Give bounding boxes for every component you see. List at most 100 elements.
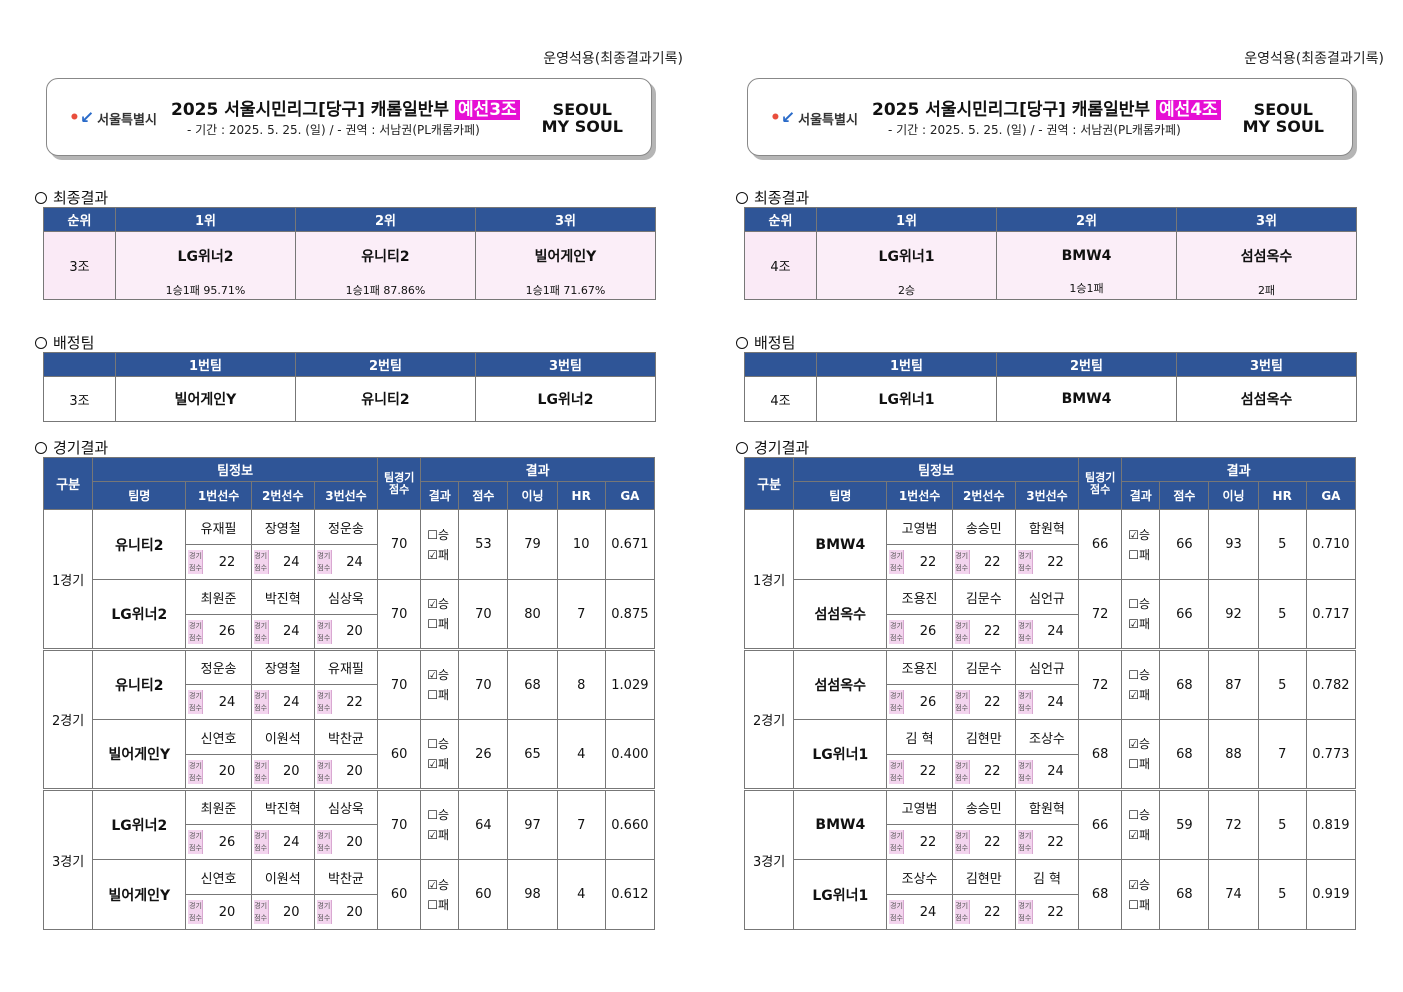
team-name: LG위너2 bbox=[92, 579, 187, 650]
innings: 97 bbox=[507, 788, 558, 860]
final-header-cell: 3위 bbox=[475, 207, 656, 232]
high-run: 7 bbox=[556, 579, 606, 650]
win-checkbox[interactable]: ☐승 bbox=[1128, 805, 1159, 825]
score-value: 20 bbox=[346, 624, 363, 639]
match-label: 3경기 bbox=[743, 788, 795, 930]
section-bullet-icon bbox=[35, 191, 47, 204]
empty-box-icon: ☐ bbox=[1128, 668, 1139, 682]
points: 59 bbox=[1159, 788, 1210, 860]
player-game-score: 경기 점수 22 bbox=[951, 614, 1016, 650]
section-bullet-icon bbox=[736, 191, 748, 204]
general-average: 0.400 bbox=[604, 719, 656, 790]
lose-checkbox[interactable]: ☐패 bbox=[1128, 754, 1159, 774]
lose-checkbox[interactable]: ☐패 bbox=[1128, 895, 1159, 915]
lose-label: 패 bbox=[437, 688, 450, 702]
final-rank-record: 1승1패 87.86% bbox=[345, 283, 426, 297]
score-value: 24 bbox=[919, 904, 937, 920]
lose-label: 패 bbox=[1138, 828, 1151, 842]
game-row: 3경기 LG위너2 최원준 박진혁 심상욱 70 ☐승 ☑패 64 97 7 0.660 bbox=[42, 788, 656, 930]
general-average: 0.612 bbox=[604, 859, 656, 930]
final-rank-team: LG위너2 bbox=[177, 248, 234, 265]
points: 68 bbox=[1159, 859, 1210, 930]
player-name: 김현만 bbox=[951, 719, 1016, 755]
win-checkbox[interactable]: ☑승 bbox=[427, 875, 458, 895]
final-rank-record: 2승 bbox=[897, 283, 916, 297]
score-tag: 경기 점수 bbox=[954, 759, 970, 784]
score-value: 22 bbox=[983, 834, 1001, 850]
lose-checkbox[interactable]: ☑패 bbox=[1128, 685, 1159, 705]
final-rank-team: 유니티2 bbox=[361, 248, 410, 265]
team-score: 72 bbox=[1078, 579, 1123, 650]
header-result: 결과 bbox=[420, 481, 460, 510]
win-lose-cell: ☐승 ☑패 bbox=[1121, 579, 1161, 650]
win-checkbox[interactable]: ☑승 bbox=[1128, 525, 1159, 545]
banner-title: 2025 서울시민리그[당구] 캐롬일반부 예선3조 bbox=[171, 95, 520, 120]
score-value: 22 bbox=[983, 904, 1001, 920]
final-rank-team: 섬섬옥수 bbox=[1240, 248, 1293, 265]
player-name: 심상욱 bbox=[313, 788, 379, 825]
lose-checkbox[interactable]: ☑패 bbox=[427, 754, 458, 774]
win-checkbox[interactable]: ☐승 bbox=[1128, 594, 1159, 614]
win-checkbox[interactable]: ☑승 bbox=[427, 665, 458, 685]
player-name: 정운송 bbox=[313, 509, 379, 545]
lose-checkbox[interactable]: ☐패 bbox=[427, 614, 458, 634]
assign-header-cell: 1번팀 bbox=[816, 352, 997, 377]
header-player-1: 1번선수 bbox=[185, 481, 252, 510]
seoul-emblem-icon: •↙ bbox=[69, 108, 95, 128]
win-checkbox[interactable]: ☑승 bbox=[1128, 734, 1159, 754]
lose-checkbox[interactable]: ☑패 bbox=[427, 825, 458, 845]
score-value: 20 bbox=[346, 764, 363, 779]
checked-box-icon: ☑ bbox=[1128, 617, 1139, 631]
lose-checkbox[interactable]: ☑패 bbox=[1128, 825, 1159, 845]
win-label: 승 bbox=[1138, 877, 1151, 892]
general-average: 0.773 bbox=[1305, 719, 1357, 790]
lose-checkbox[interactable]: ☑패 bbox=[427, 545, 458, 565]
score-tag: 경기 점수 bbox=[188, 759, 204, 784]
final-results-table: 순위 1위 2위 3위 3조 LG위너2 1승1패 95.71% 유니티2 1승1패 87.86… bbox=[43, 207, 656, 300]
general-average: 0.875 bbox=[604, 579, 656, 650]
header-team-info: 팀정보 bbox=[793, 457, 1080, 482]
score-tag: 경기 점수 bbox=[954, 900, 970, 924]
innings: 98 bbox=[507, 859, 558, 930]
checked-box-icon: ☑ bbox=[427, 757, 438, 771]
final-rank-1-cell: LG위너1 2승 bbox=[816, 231, 997, 300]
assign-header-cell: 3번팀 bbox=[475, 352, 656, 377]
player-game-score: 경기 점수 20 bbox=[250, 894, 315, 930]
section-final-results-label: 최종결과 bbox=[754, 189, 810, 207]
player-game-score: 경기 점수 24 bbox=[250, 544, 315, 580]
section-final-results: 최종결과 bbox=[736, 187, 809, 208]
player-game-score: 경기 점수 24 bbox=[250, 684, 315, 720]
player-game-score: 경기 점수 22 bbox=[951, 754, 1016, 790]
team-score: 70 bbox=[377, 579, 422, 650]
win-checkbox[interactable]: ☐승 bbox=[427, 525, 458, 545]
win-lose-cell: ☐승 ☑패 bbox=[420, 788, 460, 860]
points: 68 bbox=[1159, 719, 1210, 790]
header-ga: GA bbox=[604, 481, 656, 510]
lose-label: 패 bbox=[1138, 897, 1151, 912]
score-value: 22 bbox=[983, 764, 1001, 779]
score-tag: 경기 점수 bbox=[1017, 900, 1033, 924]
innings: 74 bbox=[1208, 859, 1259, 930]
game-row: 섬섬옥수 조용진 김문수 심언규 72 ☐승 ☑패 66 92 5 0.717 bbox=[745, 579, 1357, 650]
win-checkbox[interactable]: ☑승 bbox=[427, 594, 458, 614]
header-innings: 이닝 bbox=[507, 481, 558, 510]
assign-team-2: BMW4 bbox=[996, 376, 1177, 422]
win-checkbox[interactable]: ☐승 bbox=[427, 734, 458, 754]
lose-checkbox[interactable]: ☐패 bbox=[1128, 545, 1159, 565]
win-checkbox[interactable]: ☐승 bbox=[1128, 665, 1159, 685]
score-tag: 경기 점수 bbox=[889, 759, 905, 784]
score-tag: 경기 점수 bbox=[316, 619, 332, 644]
lose-checkbox[interactable]: ☐패 bbox=[427, 895, 458, 915]
team-score: 68 bbox=[1078, 719, 1123, 790]
innings: 72 bbox=[1208, 788, 1259, 860]
lose-checkbox[interactable]: ☑패 bbox=[1128, 614, 1159, 634]
team-name: 유니티2 bbox=[92, 648, 187, 720]
score-tag: 경기 점수 bbox=[253, 900, 269, 924]
score-tag: 경기 점수 bbox=[316, 550, 332, 574]
win-checkbox[interactable]: ☐승 bbox=[427, 805, 458, 825]
win-checkbox[interactable]: ☑승 bbox=[1128, 875, 1159, 895]
player-name: 장영철 bbox=[250, 648, 315, 685]
lose-checkbox[interactable]: ☐패 bbox=[427, 685, 458, 705]
player-game-score: 경기 점수 20 bbox=[313, 824, 379, 860]
points: 70 bbox=[458, 648, 509, 720]
